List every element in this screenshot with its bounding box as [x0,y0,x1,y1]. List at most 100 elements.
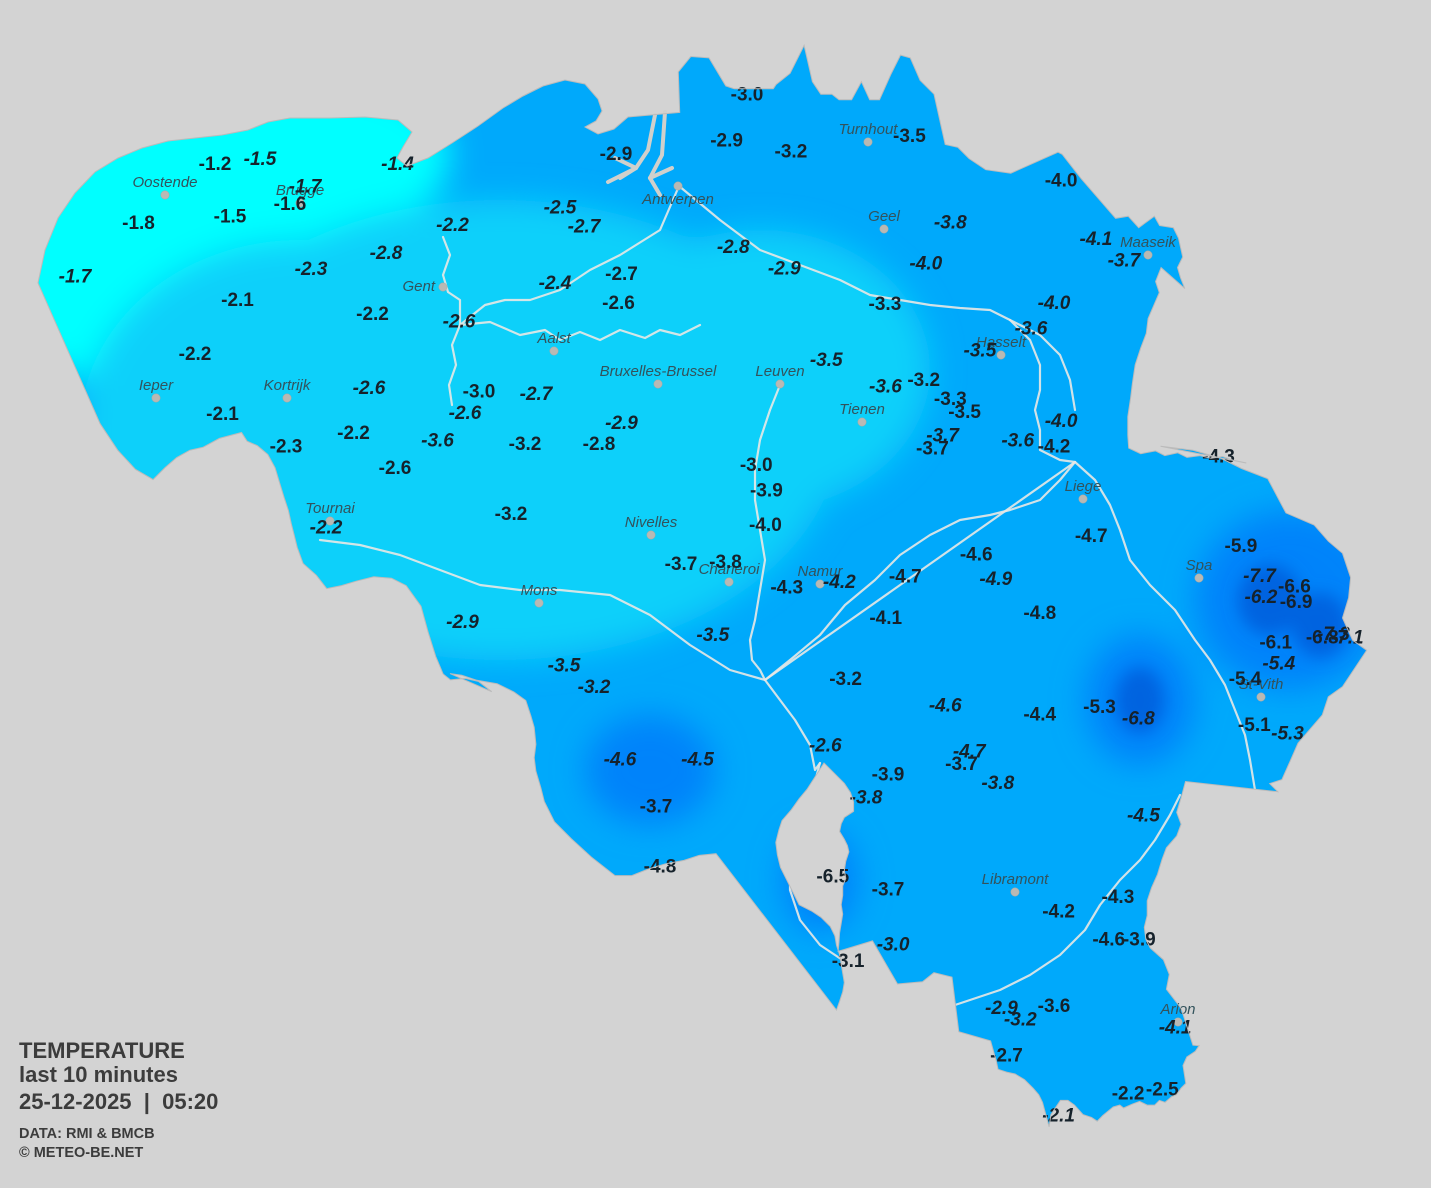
svg-text:Tournai: Tournai [305,500,355,517]
svg-text:-2.6: -2.6 [449,403,482,424]
svg-text:-3.9: -3.9 [872,765,905,786]
svg-text:Geel: Geel [868,208,900,225]
svg-text:-2.2: -2.2 [436,215,469,236]
svg-text:-2.6: -2.6 [353,378,386,399]
svg-text:-4.6: -4.6 [960,544,993,565]
svg-text:-2.6: -2.6 [602,293,635,314]
svg-text:-3.7: -3.7 [916,439,949,460]
svg-text:-4.6: -4.6 [604,750,637,771]
svg-text:Maaseik: Maaseik [1120,234,1177,251]
svg-text:Turnhout: Turnhout [839,121,899,138]
svg-text:-4.8: -4.8 [1023,603,1056,624]
svg-text:-7.1: -7.1 [1331,628,1364,649]
svg-text:Mons: Mons [521,582,558,599]
svg-text:-6.8: -6.8 [1122,708,1155,729]
svg-text:-7.7: -7.7 [1243,566,1277,587]
svg-text:Liege: Liege [1065,478,1102,495]
svg-text:-3.1: -3.1 [832,951,865,972]
svg-text:-3.0: -3.0 [877,935,910,956]
svg-text:-2.9: -2.9 [768,258,801,279]
svg-text:-4.0: -4.0 [1045,170,1078,191]
svg-text:-2.6: -2.6 [379,458,412,479]
svg-text:-3.5: -3.5 [696,625,729,646]
svg-text:-2.2: -2.2 [179,344,212,365]
svg-text:-2.9: -2.9 [446,612,479,633]
svg-text:-2.3: -2.3 [270,437,303,458]
svg-text:-2.7: -2.7 [605,264,638,285]
svg-text:-4.0: -4.0 [1045,411,1078,432]
svg-text:-3.2: -3.2 [907,370,940,391]
svg-text:-5.9: -5.9 [1225,536,1258,557]
svg-text:-3.8: -3.8 [709,552,742,573]
svg-text:-2.4: -2.4 [539,273,572,294]
svg-text:-3.2: -3.2 [578,677,611,698]
svg-text:Ieper: Ieper [139,377,174,394]
svg-text:-4.3: -4.3 [770,577,803,598]
svg-text:-3.5: -3.5 [948,402,981,423]
svg-text:-1.5: -1.5 [214,207,247,228]
svg-text:-6.1: -6.1 [1259,633,1292,654]
svg-text:Aalst: Aalst [536,330,571,347]
svg-text:-2.6: -2.6 [443,312,476,333]
svg-text:-1.7: -1.7 [59,267,93,288]
svg-text:-4.5: -4.5 [681,750,714,771]
svg-text:-3.2: -3.2 [775,141,808,162]
svg-text:-2.7: -2.7 [568,217,602,238]
svg-text:Libramont: Libramont [982,871,1050,888]
svg-text:-1.2: -1.2 [199,154,232,175]
svg-text:-2.1: -2.1 [1042,1106,1075,1127]
svg-text:-3.5: -3.5 [964,341,997,362]
svg-text:-3.7: -3.7 [665,554,698,575]
svg-text:-2.8: -2.8 [717,237,750,258]
svg-text:-3.5: -3.5 [893,126,926,147]
svg-text:-3.6: -3.6 [1038,996,1071,1017]
svg-text:-2.3: -2.3 [295,259,328,280]
svg-text:-4.2: -4.2 [1042,901,1075,922]
svg-text:-3.7: -3.7 [945,754,978,775]
svg-text:-3.2: -3.2 [495,504,528,525]
svg-text:-2.2: -2.2 [337,423,370,444]
svg-text:-3.2: -3.2 [1004,1010,1037,1031]
svg-text:-2.2: -2.2 [356,304,389,325]
svg-text:-3.6: -3.6 [1015,319,1048,340]
svg-text:-5.3: -5.3 [1083,697,1116,718]
svg-text:-3.2: -3.2 [509,434,542,455]
svg-text:-5.1: -5.1 [1238,715,1271,736]
svg-text:-3.7: -3.7 [1108,251,1142,272]
svg-text:-2.8: -2.8 [583,434,616,455]
svg-text:Bruxelles-Brussel: Bruxelles-Brussel [600,363,717,380]
svg-text:-3.3: -3.3 [869,294,902,315]
svg-text:-4.9: -4.9 [979,569,1012,590]
svg-text:-3.8: -3.8 [850,787,883,808]
svg-text:-3.9: -3.9 [750,481,783,502]
svg-text:Tienen: Tienen [839,401,885,418]
svg-text:-4.1: -4.1 [1080,229,1113,250]
svg-text:-4.6: -4.6 [1092,930,1125,951]
svg-text:-2.9: -2.9 [600,144,633,165]
svg-text:-4.4: -4.4 [1023,705,1056,726]
svg-text:Oostende: Oostende [132,174,197,191]
svg-text:-2.5: -2.5 [1146,1080,1179,1101]
svg-text:-2.1: -2.1 [206,404,239,425]
svg-text:-2.9: -2.9 [710,131,743,152]
svg-text:-4.0: -4.0 [909,254,942,275]
svg-text:-3.0: -3.0 [463,382,496,403]
svg-text:-6.2: -6.2 [1245,587,1278,608]
svg-text:Nivelles: Nivelles [625,514,678,531]
svg-text:-5.4: -5.4 [1262,654,1295,675]
svg-text:-2.9: -2.9 [605,413,638,434]
svg-text:-2.6: -2.6 [809,735,842,756]
svg-text:Spa: Spa [1186,557,1213,574]
svg-text:-3.7: -3.7 [640,797,673,818]
svg-text:-3.5: -3.5 [810,350,843,371]
svg-text:-2.1: -2.1 [221,290,254,311]
svg-text:-4.1: -4.1 [1159,1017,1192,1038]
svg-text:-3.8: -3.8 [934,212,967,233]
svg-text:-4.1: -4.1 [869,608,902,629]
svg-text:-1.8: -1.8 [122,213,155,234]
svg-text:-2.5: -2.5 [544,198,577,219]
svg-text:Kortrijk: Kortrijk [264,377,312,394]
svg-text:-4.5: -4.5 [1127,805,1160,826]
svg-text:-4.8: -4.8 [644,857,677,878]
svg-text:-4.7: -4.7 [889,566,922,587]
